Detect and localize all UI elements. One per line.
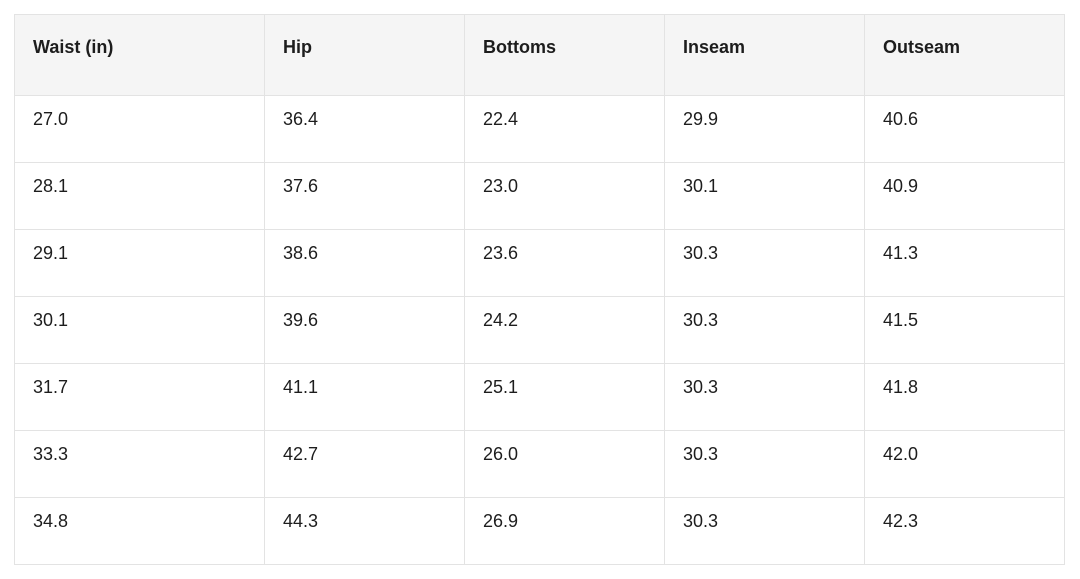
table-row: 33.3 42.7 26.0 30.3 42.0 — [14, 430, 1065, 498]
table-cell: 27.0 — [14, 95, 265, 163]
table-cell: 26.9 — [464, 497, 665, 565]
table-cell: 44.3 — [264, 497, 465, 565]
header-row: Waist (in) Hip Bottoms Inseam Outseam — [14, 14, 1065, 96]
table-row: 31.7 41.1 25.1 30.3 41.8 — [14, 363, 1065, 431]
table-cell: 42.3 — [864, 497, 1065, 565]
column-header-outseam: Outseam — [864, 14, 1065, 96]
table-cell: 40.6 — [864, 95, 1065, 163]
table-cell: 36.4 — [264, 95, 465, 163]
table-row: 30.1 39.6 24.2 30.3 41.5 — [14, 296, 1065, 364]
table-cell: 29.9 — [664, 95, 865, 163]
table-cell: 42.0 — [864, 430, 1065, 498]
table-cell: 30.3 — [664, 229, 865, 297]
table-cell: 25.1 — [464, 363, 665, 431]
table-cell: 41.3 — [864, 229, 1065, 297]
table-cell: 30.3 — [664, 430, 865, 498]
table-cell: 39.6 — [264, 296, 465, 364]
table-row: 29.1 38.6 23.6 30.3 41.3 — [14, 229, 1065, 297]
table-cell: 37.6 — [264, 162, 465, 230]
table-cell: 23.6 — [464, 229, 665, 297]
table-cell: 41.1 — [264, 363, 465, 431]
size-chart-table: Waist (in) Hip Bottoms Inseam Outseam 27… — [14, 14, 1065, 565]
column-header-waist: Waist (in) — [14, 14, 265, 96]
table-cell: 31.7 — [14, 363, 265, 431]
table-cell: 30.3 — [664, 497, 865, 565]
table-row: 34.8 44.3 26.9 30.3 42.3 — [14, 497, 1065, 565]
table-cell: 23.0 — [464, 162, 665, 230]
table-cell: 34.8 — [14, 497, 265, 565]
table-cell: 26.0 — [464, 430, 665, 498]
table-cell: 33.3 — [14, 430, 265, 498]
table-cell: 30.1 — [14, 296, 265, 364]
table-cell: 40.9 — [864, 162, 1065, 230]
table-cell: 29.1 — [14, 229, 265, 297]
table-row: 27.0 36.4 22.4 29.9 40.6 — [14, 95, 1065, 163]
table-cell: 22.4 — [464, 95, 665, 163]
table-cell: 30.1 — [664, 162, 865, 230]
table-cell: 24.2 — [464, 296, 665, 364]
table-body: 27.0 36.4 22.4 29.9 40.6 28.1 37.6 23.0 30.1 40.9… — [14, 95, 1065, 565]
column-header-hip: Hip — [264, 14, 465, 96]
table-cell: 42.7 — [264, 430, 465, 498]
column-header-inseam: Inseam — [664, 14, 865, 96]
table-cell: 41.5 — [864, 296, 1065, 364]
table-cell: 38.6 — [264, 229, 465, 297]
table-cell: 30.3 — [664, 363, 865, 431]
table-cell: 30.3 — [664, 296, 865, 364]
column-header-bottoms: Bottoms — [464, 14, 665, 96]
table-row: 28.1 37.6 23.0 30.1 40.9 — [14, 162, 1065, 230]
table-cell: 41.8 — [864, 363, 1065, 431]
table-cell: 28.1 — [14, 162, 265, 230]
